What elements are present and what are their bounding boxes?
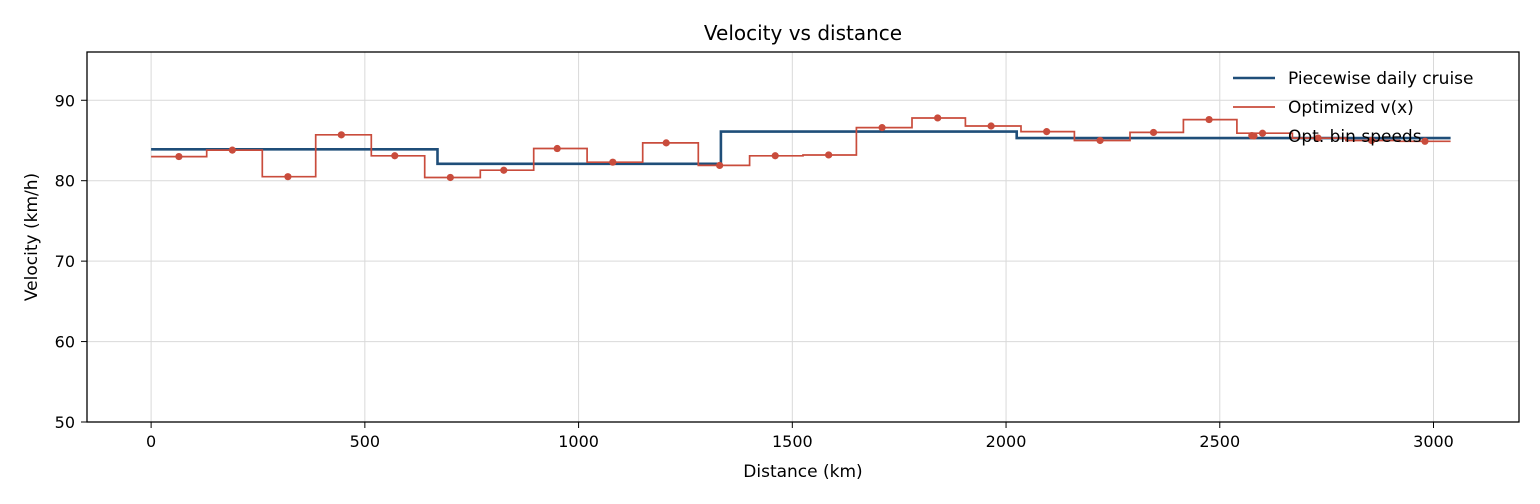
bin-speed-point bbox=[500, 166, 508, 174]
bin-speed-point bbox=[771, 152, 779, 160]
bin-speed-point bbox=[662, 139, 670, 147]
bin-speed-point bbox=[1043, 128, 1051, 136]
x-tick-label: 2000 bbox=[986, 432, 1027, 451]
legend: Piecewise daily cruise Optimized v(x) Opt.… bbox=[1233, 69, 1473, 147]
y-tick-label: 80 bbox=[55, 172, 75, 191]
bin-speed-point bbox=[228, 146, 236, 154]
x-tick-label: 1500 bbox=[772, 432, 813, 451]
bin-speed-point bbox=[391, 152, 399, 160]
legend-label: Optimized v(x) bbox=[1288, 98, 1414, 118]
x-tick-label: 2500 bbox=[1199, 432, 1240, 451]
bin-speed-point bbox=[934, 114, 942, 122]
bin-speed-point bbox=[1314, 134, 1322, 142]
x-axis-label: Distance (km) bbox=[743, 462, 862, 482]
series-layer bbox=[151, 114, 1451, 182]
series-line-piecewise-daily-cruise bbox=[151, 130, 1451, 166]
x-tick-label: 1000 bbox=[558, 432, 599, 451]
bin-speed-point bbox=[878, 124, 886, 132]
y-tick-label: 70 bbox=[55, 252, 75, 271]
bin-speed-point bbox=[1367, 136, 1376, 145]
bin-speed-point bbox=[1149, 128, 1158, 137]
legend-label: Piecewise daily cruise bbox=[1288, 69, 1473, 89]
plot-frame bbox=[86, 51, 1520, 423]
bin-speed-point bbox=[1096, 136, 1104, 145]
bin-speed-point bbox=[716, 161, 724, 170]
y-axis-label: Velocity (km/h) bbox=[22, 173, 42, 301]
series-line-optimized-v bbox=[151, 117, 1451, 179]
chart-title: Velocity vs distance bbox=[704, 21, 902, 45]
bin-speed-point bbox=[1205, 115, 1213, 124]
legend-swatch bbox=[1250, 132, 1258, 140]
bin-speed-point bbox=[175, 152, 183, 161]
x-tick-label: 500 bbox=[350, 432, 381, 451]
x-tick-label: 3000 bbox=[1413, 432, 1454, 451]
bin-speed-point bbox=[337, 131, 345, 139]
bin-speed-point bbox=[825, 151, 833, 159]
bin-speed-point bbox=[553, 144, 561, 153]
bin-speed-point bbox=[284, 173, 292, 181]
bin-speed-point bbox=[446, 173, 454, 182]
x-tick-label: 0 bbox=[146, 432, 156, 451]
legend-label: Opt. bin speeds bbox=[1288, 127, 1422, 147]
bin-speed-point bbox=[1258, 129, 1267, 137]
bin-speed-point bbox=[1421, 137, 1429, 145]
bin-speed-point bbox=[609, 158, 617, 166]
bin-speed-point bbox=[987, 122, 995, 130]
y-tick-label: 60 bbox=[55, 333, 75, 352]
y-tick-label: 50 bbox=[55, 413, 75, 432]
y-tick-label: 90 bbox=[55, 91, 75, 110]
axis-ticks: 0 500 1000 1500 2000 2500 3000 50 60 70 80 90 bbox=[55, 91, 1454, 451]
